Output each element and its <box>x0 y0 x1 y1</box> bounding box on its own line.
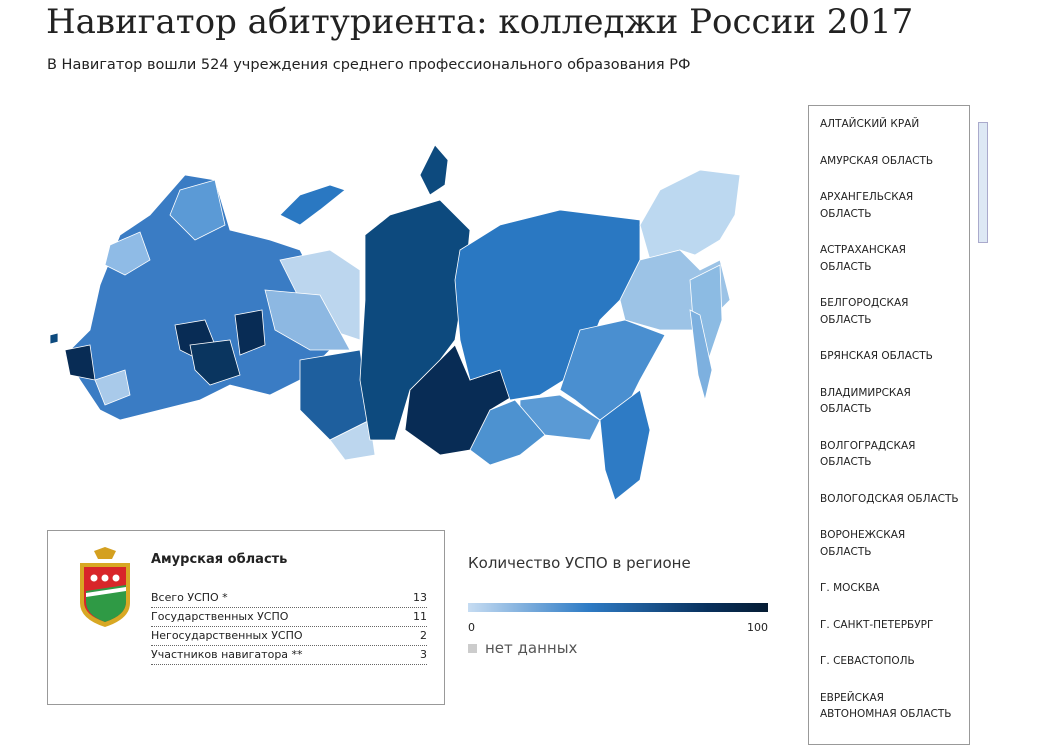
russia-map <box>0 0 760 520</box>
region <box>50 333 58 344</box>
region-item[interactable]: БРЯНСКАЯ ОБЛАСТЬ <box>809 338 969 375</box>
region <box>280 185 345 225</box>
region-item[interactable]: ЗАБАЙКАЛЬСКИЙ КРАЙ <box>809 733 969 745</box>
legend-gradient <box>468 603 768 612</box>
legend-max: 100 <box>747 621 768 634</box>
region-item[interactable]: ВОЛОГОДСКАЯ ОБЛАСТЬ <box>809 481 969 518</box>
no-data-label: нет данных <box>485 639 577 657</box>
stat-row: Государственных УСПО 11 <box>151 610 427 627</box>
region-item[interactable]: Г. САНКТ-ПЕТЕРБУРГ <box>809 607 969 644</box>
region-item[interactable]: ВОРОНЕЖСКАЯ ОБЛАСТЬ <box>809 517 969 570</box>
stat-label: Государственных УСПО <box>151 610 288 626</box>
emblem <box>74 547 136 629</box>
no-data-swatch <box>468 644 477 653</box>
stat-value: 3 <box>420 648 427 664</box>
region-item[interactable]: БЕЛГОРОДСКАЯ ОБЛАСТЬ <box>809 285 969 338</box>
region-item[interactable]: АСТРАХАНСКАЯ ОБЛАСТЬ <box>809 232 969 285</box>
stat-value: 2 <box>420 629 427 645</box>
region-item[interactable]: ЕВРЕЙСКАЯ АВТОНОМНАЯ ОБЛАСТЬ <box>809 680 969 733</box>
region-item[interactable]: Г. СЕВАСТОПОЛЬ <box>809 643 969 680</box>
stat-value: 11 <box>413 610 427 626</box>
stat-row: Негосударственных УСПО 2 <box>151 629 427 646</box>
stat-row: Участников навигатора ** 3 <box>151 648 427 665</box>
stat-label: Участников навигатора ** <box>151 648 303 664</box>
region-item[interactable]: Г. МОСКВА <box>809 570 969 607</box>
region <box>65 345 95 380</box>
stat-label: Негосударственных УСПО <box>151 629 303 645</box>
region-item[interactable]: АРХАНГЕЛЬСКАЯ ОБЛАСТЬ <box>809 179 969 232</box>
stat-value: 13 <box>413 591 427 607</box>
legend-title: Количество УСПО в регионе <box>468 554 691 572</box>
region-item[interactable]: АЛТАЙСКИЙ КРАЙ <box>809 106 969 143</box>
region-item[interactable]: ВОЛГОГРАДСКАЯ ОБЛАСТЬ <box>809 428 969 481</box>
region-name: Амурская область <box>151 552 287 567</box>
stat-label: Всего УСПО * <box>151 591 228 607</box>
region-item[interactable]: АМУРСКАЯ ОБЛАСТЬ <box>809 143 969 180</box>
region <box>640 170 740 260</box>
scrollbar[interactable] <box>978 122 988 243</box>
region-card: Амурская область Всего УСПО * 13 Государст… <box>47 530 445 705</box>
region <box>420 145 448 195</box>
page: Навигатор абитуриента: колледжи России 2… <box>0 0 1038 720</box>
legend-min: 0 <box>468 621 475 634</box>
region-item[interactable]: ВЛАДИМИРСКАЯ ОБЛАСТЬ <box>809 375 969 428</box>
stat-row: Всего УСПО * 13 <box>151 591 427 608</box>
